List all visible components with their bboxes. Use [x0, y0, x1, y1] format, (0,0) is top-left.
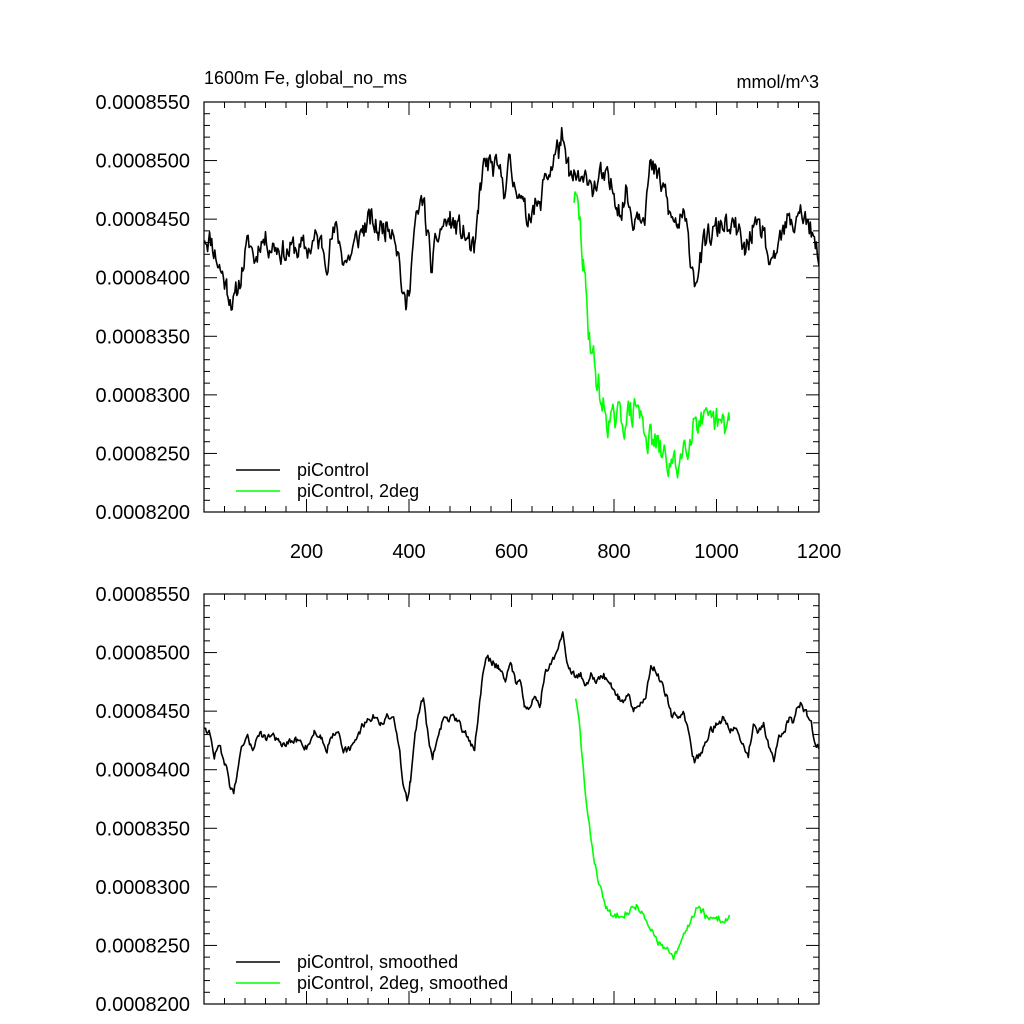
bottom-panel: 0.0008200 0.0008250 0.0008300 0.0008350 0.00…	[95, 584, 820, 1016]
y-tick-label: 0.0008250	[95, 443, 190, 465]
y-tick-label: 0.0008550	[95, 92, 190, 114]
x-tick-label: 600	[495, 541, 528, 563]
y-tick-label: 0.0008300	[95, 877, 190, 899]
series-line-control	[204, 126, 819, 311]
legend-label: piControl, 2deg, smoothed	[297, 973, 508, 993]
x-tick-label: 1200	[797, 541, 842, 563]
legend-label: piControl, 2deg	[297, 481, 419, 501]
y-tick-label: 0.0008500	[95, 151, 190, 173]
y-tick-label: 0.0008300	[95, 385, 190, 407]
plot-frame	[203, 101, 820, 513]
chart-title: 1600m Fe, global_no_ms	[204, 68, 407, 89]
legend-label: piControl	[297, 460, 369, 480]
y-tick-label: 0.0008350	[95, 326, 190, 348]
units-label: mmol/m^3	[737, 72, 819, 92]
top-panel: 200 400 600 800 1000 1200 0.0008200 0.0008250 0.…	[95, 68, 841, 563]
y-tick-label: 0.0008450	[95, 701, 190, 723]
y-tick-label: 0.0008500	[95, 643, 190, 665]
y-tick-label: 0.0008200	[95, 994, 190, 1016]
y-tick-label: 0.0008400	[95, 760, 190, 782]
y-tick-label: 0.0008450	[95, 209, 190, 231]
y-tick-label: 0.0008400	[95, 268, 190, 290]
plot-frame	[203, 593, 820, 1005]
x-tick-label: 800	[597, 541, 630, 563]
series-line-2deg	[573, 191, 731, 479]
series-line-control	[204, 631, 819, 802]
y-tick-label: 0.0008350	[95, 818, 190, 840]
x-tick-label: 1000	[694, 541, 739, 563]
y-tick-label: 0.0008250	[95, 935, 190, 957]
series-line-2deg	[574, 698, 731, 961]
legend-label: piControl, smoothed	[297, 952, 458, 972]
y-tick-label: 0.0008200	[95, 502, 190, 524]
y-tick-label: 0.0008550	[95, 584, 190, 606]
x-tick-label: 400	[392, 541, 425, 563]
x-tick-label: 200	[290, 541, 323, 563]
